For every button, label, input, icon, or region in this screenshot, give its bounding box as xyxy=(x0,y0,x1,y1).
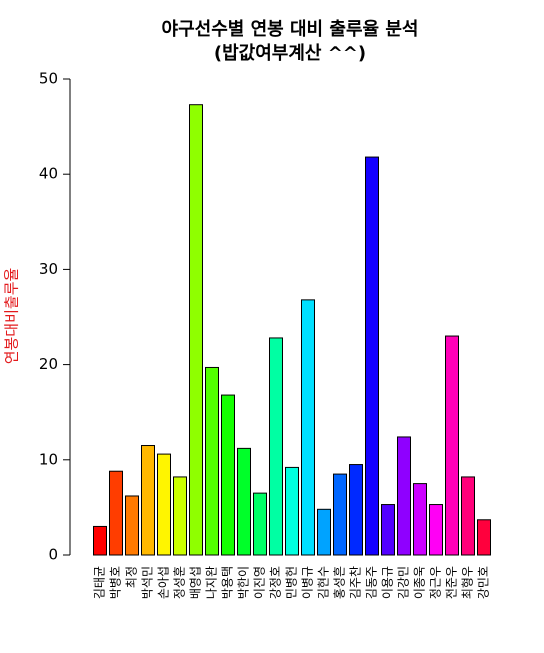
x-tick-label: 배영섭 xyxy=(189,566,203,599)
x-tick-label: 정성훈 xyxy=(173,566,187,599)
bar xyxy=(237,447,251,556)
x-tick-label: 이진영 xyxy=(253,566,267,599)
x-tick-label: 최정 xyxy=(125,566,139,588)
x-tick-label: 정근우 xyxy=(429,566,443,599)
bar xyxy=(125,495,139,556)
x-tick-label: 전준우 xyxy=(445,566,459,599)
x-tick-label: 강민호 xyxy=(477,566,491,599)
x-tick-label: 박한이 xyxy=(237,566,251,599)
bar xyxy=(413,483,427,556)
bar xyxy=(253,492,267,556)
x-tick-label: 박용택 xyxy=(221,566,235,599)
bar xyxy=(189,104,203,556)
x-tick-label: 나지완 xyxy=(205,566,219,599)
bar xyxy=(477,519,491,556)
bar xyxy=(397,436,411,556)
bar xyxy=(381,504,395,556)
x-tick-label: 김현수 xyxy=(317,566,331,599)
bar xyxy=(109,470,123,556)
chart-subtitle: (밥값여부계산 ^^) xyxy=(214,43,366,64)
chart-title: 야구선수별 연봉 대비 출루율 분석 xyxy=(162,19,419,40)
x-tick-label: 민병헌 xyxy=(285,566,299,599)
bar xyxy=(461,476,475,556)
x-tick-label: 김강민 xyxy=(397,566,411,599)
bar xyxy=(333,473,347,556)
x-tick-label: 박병호 xyxy=(109,566,123,599)
x-tick-label: 최형우 xyxy=(461,566,475,599)
x-tick-label: 이종욱 xyxy=(413,566,427,599)
bar xyxy=(301,299,315,556)
bar xyxy=(269,337,283,556)
bar xyxy=(445,335,459,556)
y-axis-label: 연봉대비출루율 xyxy=(3,268,21,365)
x-tick-label: 김동주 xyxy=(365,566,379,599)
x-tick-label: 김주찬 xyxy=(348,566,363,599)
bar xyxy=(285,466,299,556)
y-tick-label: 0 xyxy=(48,546,58,564)
bar xyxy=(205,366,219,556)
bar xyxy=(141,445,155,556)
bar xyxy=(349,464,363,556)
bar xyxy=(365,156,379,556)
x-tick-label: 강정호 xyxy=(269,566,283,599)
x-tick-label: 이병규 xyxy=(301,566,315,599)
bar xyxy=(221,394,235,556)
y-tick-label: 30 xyxy=(39,260,58,278)
y-tick-label: 40 xyxy=(39,165,58,183)
y-tick-label: 10 xyxy=(39,450,58,468)
x-tick-label: 김태균 xyxy=(93,566,107,599)
x-tick-label: 홍성흔 xyxy=(333,566,347,599)
x-tick-label: 이용규 xyxy=(381,566,395,599)
bar xyxy=(317,508,331,556)
bar xyxy=(157,453,171,556)
bar xyxy=(93,525,107,556)
y-tick-label: 50 xyxy=(39,70,58,88)
bar xyxy=(173,476,187,556)
y-tick-label: 20 xyxy=(39,355,58,373)
x-tick-label: 손아섭 xyxy=(157,566,171,599)
x-tick-label: 박석민 xyxy=(141,566,155,599)
bar xyxy=(429,504,443,556)
